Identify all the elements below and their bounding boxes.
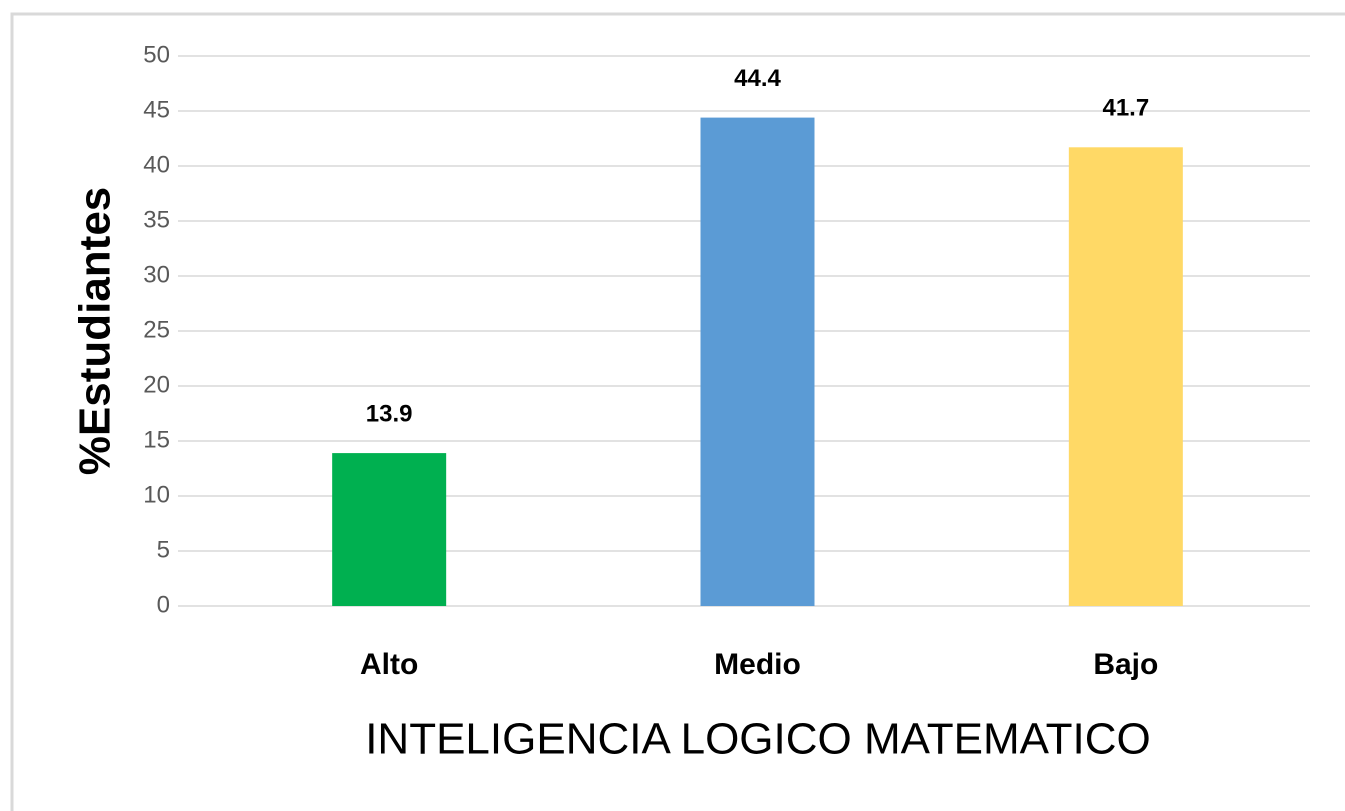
y-tick-label: 15 xyxy=(143,426,170,453)
bar xyxy=(332,453,447,606)
data-label: 13.9 xyxy=(366,400,413,427)
y-tick-label: 50 xyxy=(143,41,170,68)
x-tick-label: Alto xyxy=(360,648,418,681)
y-tick-label: 0 xyxy=(157,591,170,618)
x-tick-label: Medio xyxy=(714,648,801,681)
y-tick-label: 25 xyxy=(143,316,170,343)
bar xyxy=(1068,147,1183,607)
y-axis-title: %Estudiantes xyxy=(71,187,120,476)
y-tick-label: 30 xyxy=(143,261,170,288)
bar xyxy=(700,117,815,606)
data-label: 44.4 xyxy=(734,65,781,92)
y-tick-label: 40 xyxy=(143,151,170,178)
y-tick-label: 20 xyxy=(143,371,170,398)
y-tick-label: 45 xyxy=(143,96,170,123)
y-tick-label: 35 xyxy=(143,206,170,233)
x-axis-title: INTELIGENCIA LOGICO MATEMATICO xyxy=(365,715,1151,764)
y-tick-label: 5 xyxy=(157,536,170,563)
y-tick-label: 10 xyxy=(143,481,170,508)
chart-frame xyxy=(10,12,1345,811)
data-label: 41.7 xyxy=(1102,95,1149,122)
x-tick-label: Bajo xyxy=(1093,648,1158,681)
